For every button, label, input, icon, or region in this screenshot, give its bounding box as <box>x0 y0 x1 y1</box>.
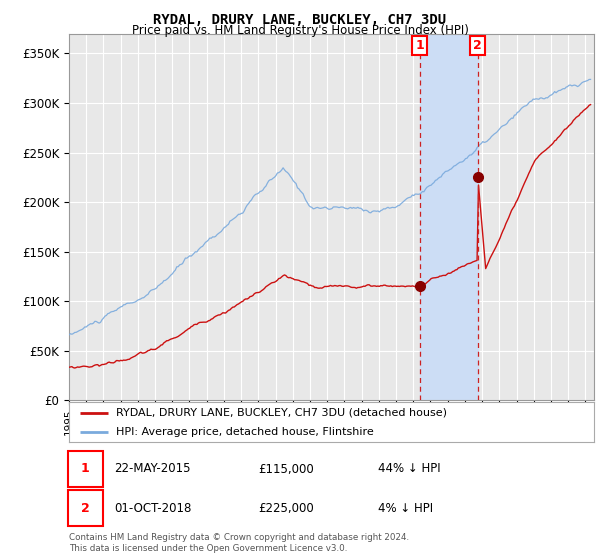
Text: RYDAL, DRURY LANE, BUCKLEY, CH7 3DU (detached house): RYDAL, DRURY LANE, BUCKLEY, CH7 3DU (det… <box>116 408 447 418</box>
Text: 44% ↓ HPI: 44% ↓ HPI <box>378 463 440 475</box>
Text: £115,000: £115,000 <box>258 463 314 475</box>
Bar <box>420 34 478 400</box>
Text: 2: 2 <box>473 39 482 52</box>
Text: 1: 1 <box>415 39 424 52</box>
Text: HPI: Average price, detached house, Flintshire: HPI: Average price, detached house, Flin… <box>116 427 374 436</box>
Text: £225,000: £225,000 <box>258 502 314 515</box>
Text: Price paid vs. HM Land Registry's House Price Index (HPI): Price paid vs. HM Land Registry's House … <box>131 24 469 37</box>
Text: 2: 2 <box>81 502 89 515</box>
Text: 01-OCT-2018: 01-OCT-2018 <box>114 502 191 515</box>
Text: RYDAL, DRURY LANE, BUCKLEY, CH7 3DU: RYDAL, DRURY LANE, BUCKLEY, CH7 3DU <box>154 13 446 27</box>
Text: 1: 1 <box>81 463 89 475</box>
Text: Contains HM Land Registry data © Crown copyright and database right 2024.
This d: Contains HM Land Registry data © Crown c… <box>69 533 409 553</box>
Text: 4% ↓ HPI: 4% ↓ HPI <box>378 502 433 515</box>
Text: 22-MAY-2015: 22-MAY-2015 <box>114 463 191 475</box>
